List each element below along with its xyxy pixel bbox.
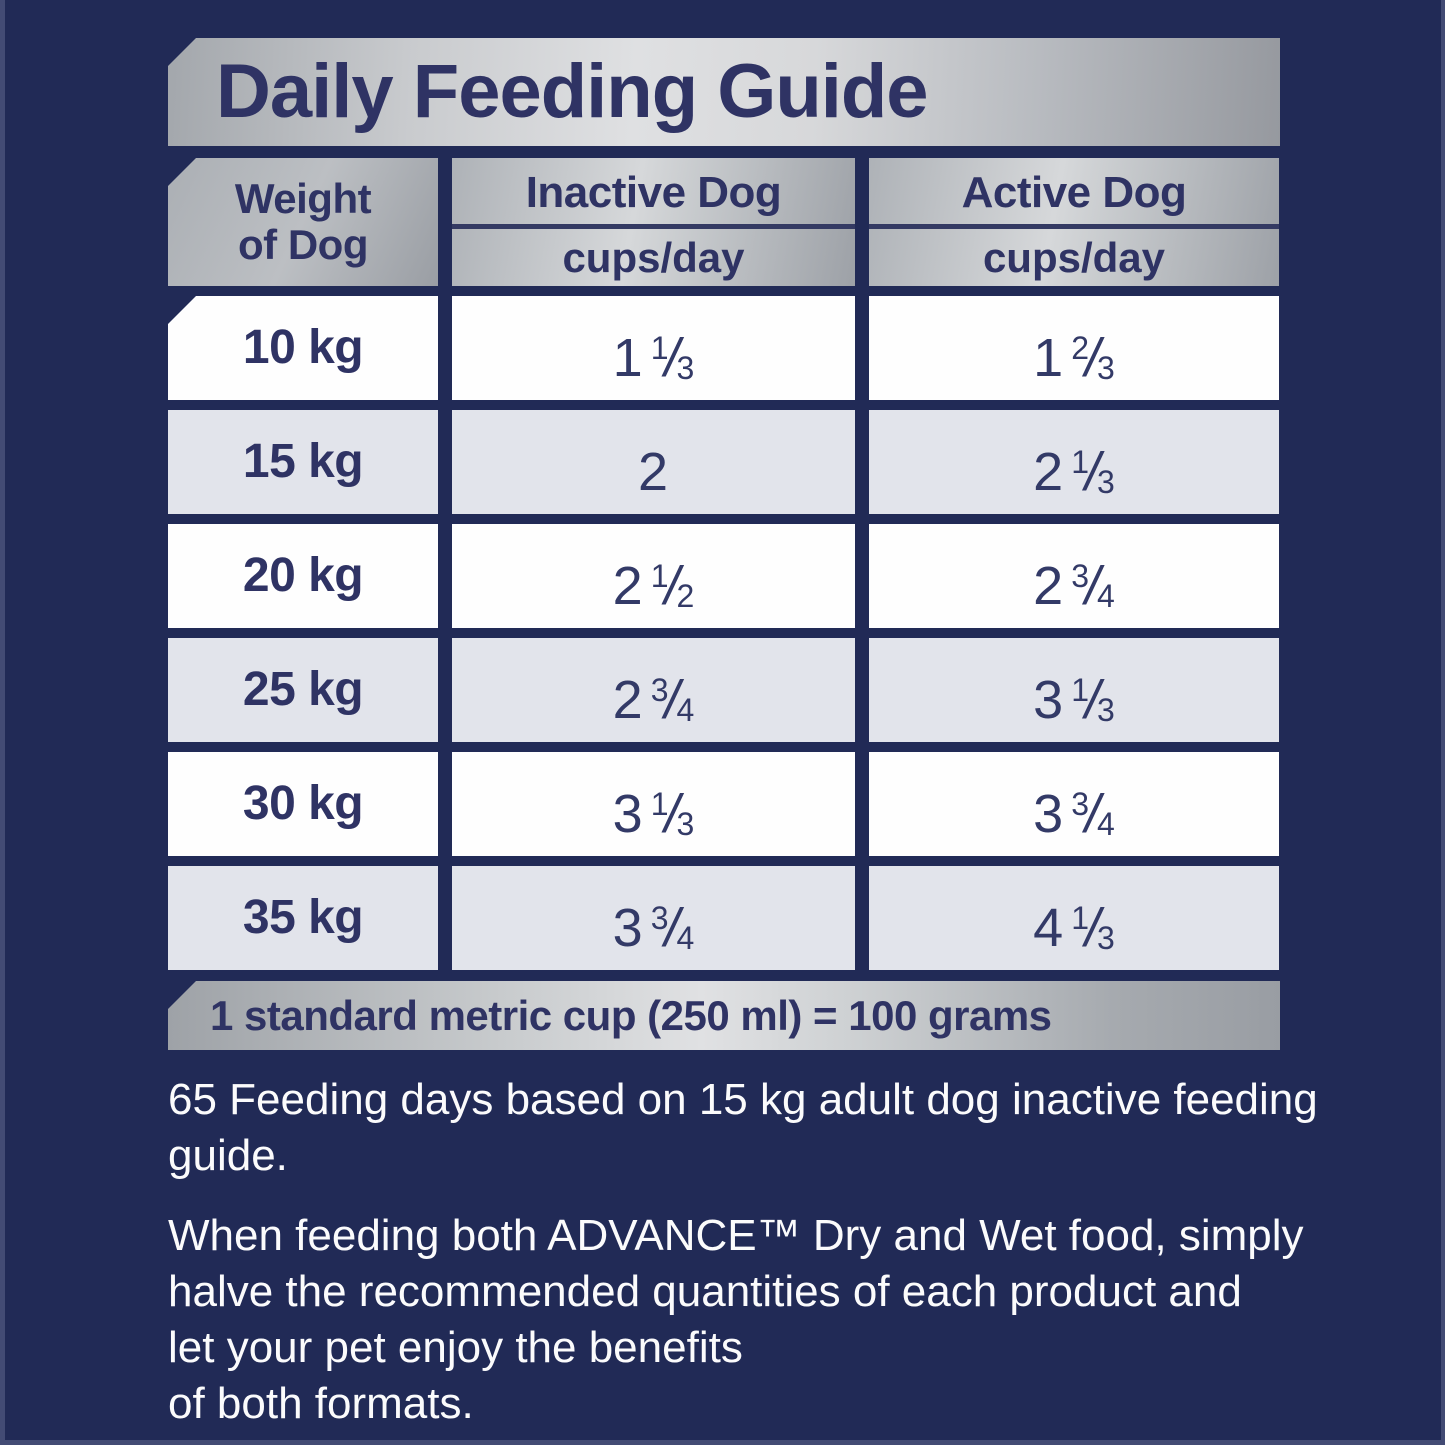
- value-denominator: 4: [676, 920, 695, 956]
- column-header-weight: Weight of Dog: [168, 158, 438, 286]
- weight-cell-20kg: 20 kg: [168, 524, 438, 628]
- fraction-slash: /: [1085, 442, 1101, 502]
- cup-conversion-bar: 1 standard metric cup (250 ml) = 100 gra…: [168, 981, 1280, 1050]
- value-numerator: 1: [1071, 900, 1090, 936]
- value-numerator: 1: [650, 330, 669, 366]
- inactive-value-25kg: 2 3/4: [452, 638, 855, 742]
- active-value-30kg: 3 3/4: [869, 752, 1279, 856]
- value-whole: 3: [612, 784, 643, 844]
- value-numerator: 1: [1071, 444, 1090, 480]
- note-line: halve the recommended quantities of each…: [168, 1267, 1242, 1316]
- weight-cell-30kg: 30 kg: [168, 752, 438, 856]
- feeding-days-note: 65 Feeding days based on 15 kg adult dog…: [168, 1072, 1438, 1184]
- value-whole: 2: [612, 670, 643, 730]
- active-dog-units-label: cups/day: [982, 234, 1166, 281]
- note-line: let your pet enjoy the benefits: [168, 1323, 743, 1372]
- value-whole: 1: [1033, 328, 1064, 388]
- value-whole: 3: [612, 898, 643, 958]
- feeding-table: Weight of Dog Inactive Dog cups/day Acti…: [168, 158, 1280, 970]
- value-numerator: 3: [650, 900, 669, 936]
- value-numerator: 3: [650, 672, 669, 708]
- header-divider: [452, 224, 855, 229]
- fraction-slash: /: [664, 898, 680, 958]
- value-denominator: 3: [1097, 464, 1115, 500]
- weight-header-line2: of Dog: [238, 221, 368, 268]
- inactive-value-15kg: 2: [452, 410, 855, 514]
- weight-cell-15kg: 15 kg: [168, 410, 438, 514]
- value-whole: 2: [637, 442, 669, 502]
- value-numerator: 2: [1071, 330, 1090, 366]
- active-value-35kg: 4 1/3: [869, 866, 1279, 970]
- mixed-feeding-note: When feeding both ADVANCE™ Dry and Wet f…: [168, 1208, 1438, 1432]
- note-line: guide.: [168, 1131, 288, 1180]
- value-whole: 2: [612, 556, 643, 616]
- title-banner: Daily Feeding Guide: [168, 38, 1280, 146]
- note-line: of both formats.: [168, 1379, 474, 1428]
- value-numerator: 3: [1071, 786, 1090, 822]
- value-numerator: 1: [650, 558, 669, 594]
- column-header-active-dog: Active Dog cups/day: [869, 158, 1279, 286]
- value-denominator: 3: [676, 350, 695, 386]
- page-edge-left: [0, 0, 5, 1445]
- value-denominator: 3: [676, 806, 695, 842]
- value-numerator: 1: [650, 786, 669, 822]
- value-denominator: 3: [1097, 920, 1115, 956]
- notes-block: 65 Feeding days based on 15 kg adult dog…: [168, 1072, 1438, 1445]
- value-denominator: 2: [676, 578, 695, 614]
- active-value-25kg: 3 1/3: [869, 638, 1279, 742]
- inactive-value-30kg: 3 1/3: [452, 752, 855, 856]
- fraction-slash: /: [1085, 670, 1101, 730]
- fraction-slash: /: [664, 328, 680, 388]
- fraction-slash: /: [1085, 784, 1101, 844]
- value-whole: 2: [1033, 556, 1064, 616]
- value-denominator: 4: [1097, 806, 1115, 842]
- page-edge-bottom: [0, 1440, 1445, 1445]
- cup-conversion-text: 1 standard metric cup (250 ml) = 100 gra…: [210, 992, 1052, 1039]
- inactive-dog-label: Inactive Dog: [525, 168, 782, 217]
- fraction-slash: /: [1085, 328, 1101, 388]
- inactive-value-35kg: 3 3/4: [452, 866, 855, 970]
- active-value-10kg: 1 2/3: [869, 296, 1279, 400]
- inactive-dog-units-label: cups/day: [562, 234, 745, 281]
- value-denominator: 3: [1097, 350, 1115, 386]
- header-divider: [869, 224, 1279, 229]
- inactive-value-10kg: 1 1/3: [452, 296, 855, 400]
- value-whole: 2: [1033, 442, 1064, 502]
- value-numerator: 1: [1071, 672, 1090, 708]
- active-dog-label: Active Dog: [961, 168, 1187, 217]
- value-whole: 1: [612, 328, 643, 388]
- value-whole: 4: [1033, 898, 1064, 958]
- weight-cell-35kg: 35 kg: [168, 866, 438, 970]
- weight-header-line1: Weight: [234, 175, 372, 222]
- active-value-20kg: 2 3/4: [869, 524, 1279, 628]
- weight-cell-25kg: 25 kg: [168, 638, 438, 742]
- value-whole: 3: [1033, 784, 1064, 844]
- fraction-slash: /: [664, 556, 680, 616]
- column-header-inactive-dog: Inactive Dog cups/day: [452, 158, 855, 286]
- fraction-slash: /: [1085, 556, 1101, 616]
- fraction-slash: /: [1085, 898, 1101, 958]
- weight-cell-10kg: 10 kg: [168, 296, 438, 400]
- value-denominator: 4: [1097, 578, 1115, 614]
- inactive-value-20kg: 2 1/2: [452, 524, 855, 628]
- value-denominator: 3: [1097, 692, 1115, 728]
- page-title: Daily Feeding Guide: [216, 49, 929, 134]
- page-edge-right: [1441, 0, 1445, 1445]
- note-line: 65 Feeding days based on 15 kg adult dog…: [168, 1075, 1318, 1124]
- value-numerator: 3: [1071, 558, 1090, 594]
- value-whole: 3: [1033, 670, 1064, 730]
- fraction-slash: /: [664, 784, 680, 844]
- fraction-slash: /: [664, 670, 680, 730]
- active-value-15kg: 2 1/3: [869, 410, 1279, 514]
- note-line: When feeding both ADVANCE™ Dry and Wet f…: [168, 1211, 1304, 1260]
- value-denominator: 4: [676, 692, 695, 728]
